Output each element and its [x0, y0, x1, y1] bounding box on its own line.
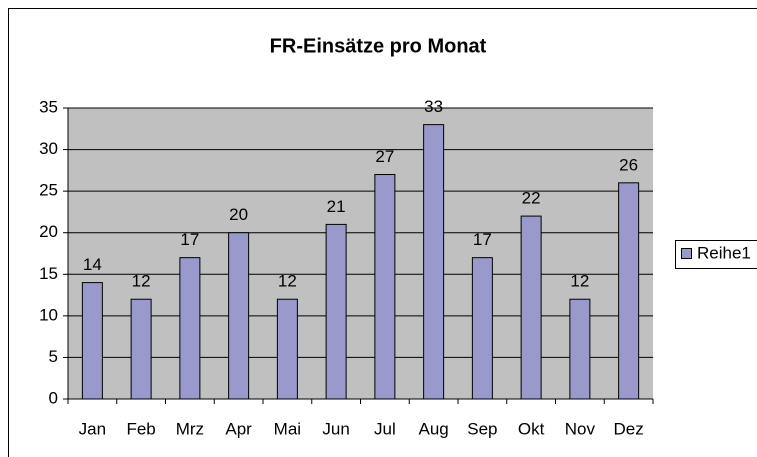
bar — [520, 215, 542, 400]
y-tick-label: 10 — [39, 305, 58, 324]
bar — [423, 124, 445, 400]
legend-box — [675, 240, 757, 269]
y-tick-label: 0 — [49, 388, 58, 407]
chart-title: FR-Einsätze pro Monat — [270, 35, 487, 57]
data-label: 20 — [229, 205, 248, 224]
y-tick-label: 20 — [39, 222, 58, 241]
data-label: 14 — [83, 255, 102, 274]
x-tick-label: Okt — [518, 419, 545, 438]
data-label: 12 — [570, 272, 589, 291]
legend-swatch — [681, 248, 692, 259]
x-tick-label: Feb — [126, 419, 155, 438]
y-tick-label: 35 — [39, 97, 58, 116]
x-tick-label: Mai — [274, 419, 301, 438]
bar — [228, 232, 250, 400]
plot-area — [68, 108, 653, 399]
y-tick-label: 30 — [39, 139, 58, 158]
bar — [569, 298, 591, 400]
bar — [179, 257, 201, 400]
x-tick-label: Mrz — [176, 419, 204, 438]
bar — [374, 174, 396, 400]
x-tick-label: Jul — [374, 419, 396, 438]
data-label: 26 — [619, 155, 638, 174]
bar — [471, 257, 493, 400]
data-label: 17 — [180, 230, 199, 249]
bar — [618, 182, 640, 400]
bar — [325, 223, 347, 400]
data-label: 12 — [278, 272, 297, 291]
data-label: 22 — [522, 189, 541, 208]
data-label: 12 — [132, 272, 151, 291]
x-tick-label: Sep — [467, 419, 497, 438]
x-tick-label: Dez — [614, 419, 644, 438]
y-tick-label: 5 — [49, 347, 58, 366]
x-tick-label: Jun — [322, 419, 349, 438]
bar — [276, 298, 298, 400]
data-label: 27 — [375, 147, 394, 166]
data-label: 33 — [424, 97, 443, 116]
y-tick-label: 15 — [39, 264, 58, 283]
x-tick-label: Jan — [79, 419, 106, 438]
y-tick-label: 25 — [39, 181, 58, 200]
x-tick-label: Apr — [225, 419, 252, 438]
x-tick-label: Aug — [419, 419, 449, 438]
x-tick-label: Nov — [565, 419, 596, 438]
data-label: 17 — [473, 230, 492, 249]
bar — [130, 298, 152, 400]
legend-label: Reihe1 — [697, 243, 751, 262]
data-label: 21 — [327, 197, 346, 216]
bar — [81, 282, 103, 400]
